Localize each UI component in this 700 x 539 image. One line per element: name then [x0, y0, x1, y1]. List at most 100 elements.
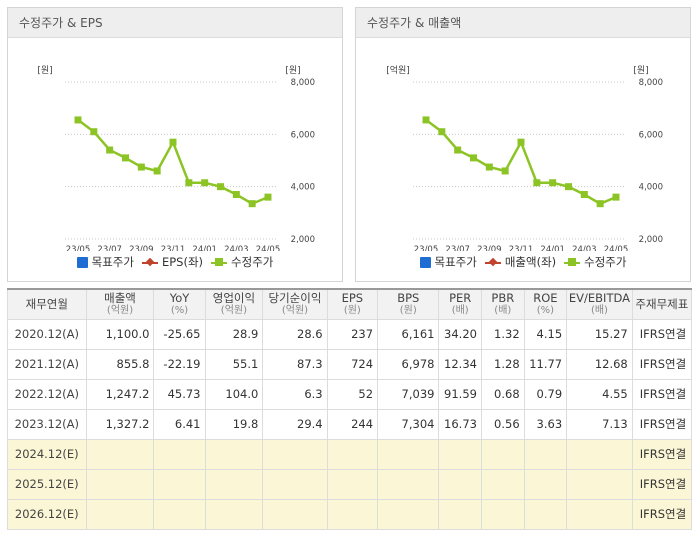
table-cell: 4.55 [566, 378, 633, 410]
adjusted-price-point [533, 179, 541, 187]
column-header-label: PBR [491, 290, 515, 305]
legend-adjusted-price-label: 수정주가 [584, 255, 627, 269]
eps-swatch [141, 257, 158, 268]
column-header-label: PER [449, 290, 472, 305]
table-cell [85, 468, 155, 500]
right-axis-tick-label: 8,000 [639, 78, 663, 88]
table-cell: 724 [326, 348, 379, 380]
x-axis-tick-label: 23/09 [477, 245, 502, 251]
table-cell: 34.20 [438, 318, 482, 350]
adjusted-price-point [248, 200, 256, 208]
adjusted-price-point [501, 167, 509, 175]
table-cell: 6,161 [377, 318, 440, 350]
column-header-label: BPS [397, 290, 420, 305]
table-cell [523, 468, 568, 500]
table-cell [85, 498, 155, 530]
table-cell [204, 498, 264, 530]
column-header: ROE (%) [523, 288, 568, 320]
x-axis-tick-label: 24/05 [604, 245, 629, 251]
left-axis-unit: [원] [37, 65, 52, 76]
column-header-unit: (배) [451, 304, 469, 316]
legend-eps-label: EPS(좌) [161, 255, 204, 269]
adjusted-price-point [264, 193, 272, 201]
legend-target-price[interactable]: 목표주가 [76, 254, 134, 270]
column-header-label: EV/EBITDA [568, 290, 630, 305]
table-cell [326, 498, 379, 530]
statement-type-cell: IFRS연결 [631, 408, 693, 440]
column-header: 주재무제표 [631, 288, 693, 320]
table-cell: 6,978 [377, 348, 440, 380]
column-header: 영업이익 (억원) [204, 288, 264, 320]
table-cell: 6.3 [262, 378, 328, 410]
table-cell: 1.32 [480, 318, 525, 350]
table-cell [566, 468, 633, 500]
adjusted-price-point [122, 154, 129, 162]
table-cell [438, 498, 482, 530]
column-header-label: 매출액 [104, 290, 136, 305]
legend-target-price-label: 목표주가 [91, 255, 134, 269]
column-header-label: 영업이익 [212, 290, 256, 305]
table-body: 2020.12(A) 1,100.0 -25.65 28.9 28.6 237 6,161 3… [7, 318, 693, 530]
column-header-unit: (억원) [281, 304, 309, 316]
table-cell [377, 468, 440, 500]
x-axis-tick-label: 23/05 [414, 245, 439, 251]
legend-adjusted-price-label: 수정주가 [231, 255, 274, 269]
adjusted-price-point [580, 191, 588, 199]
x-axis-tick-label: 24/03 [572, 245, 597, 251]
column-header-unit: (배) [590, 304, 608, 316]
sales-chart-title: 수정주가 & 매출액 [356, 8, 690, 38]
column-header-unit: (원) [399, 304, 417, 316]
legend-sales-label: 매출액(좌) [504, 255, 557, 269]
legend-target-price[interactable]: 목표주가 [419, 254, 477, 270]
x-axis-tick-label: 23/11 [161, 245, 186, 251]
table-cell [262, 468, 328, 500]
column-header-label: 주재무제표 [635, 297, 689, 312]
fiscal-period-cell: 2021.12(A) [7, 348, 87, 380]
adjusted-price-swatch [564, 257, 581, 268]
adjusted-price-point [232, 191, 240, 199]
column-header: 당기순이익 (억원) [262, 288, 328, 320]
table-cell: 6.41 [153, 408, 206, 440]
fiscal-period-cell: 2022.12(A) [7, 378, 87, 410]
table-cell: 1,247.2 [85, 378, 155, 410]
adjusted-price-point [106, 146, 114, 154]
column-header: PBR (배) [480, 288, 525, 320]
column-header-unit: (억원) [106, 304, 134, 316]
legend-adjusted-price[interactable]: 수정주가 [211, 254, 273, 270]
fiscal-period-cell: 2026.12(E) [7, 498, 87, 530]
table-cell: 0.56 [480, 408, 525, 440]
legend-sales[interactable]: 매출액(좌) [484, 254, 557, 270]
sales-swatch [484, 257, 501, 268]
table-cell: 237 [326, 318, 379, 350]
table-cell [262, 498, 328, 530]
column-header: 재무연월 [7, 288, 87, 320]
column-header-unit: (%) [170, 304, 189, 316]
table-cell: 28.9 [204, 318, 264, 350]
legend-target-price-label: 목표주가 [434, 255, 477, 269]
right-axis-tick-label: 4,000 [291, 183, 315, 193]
legend-eps[interactable]: EPS(좌) [141, 254, 204, 270]
table-cell: -25.65 [153, 318, 206, 350]
adjusted-price-point [90, 128, 98, 136]
adjusted-price-point [549, 179, 557, 187]
adjusted-price-point [137, 163, 145, 171]
table-cell: 19.8 [204, 408, 264, 440]
fiscal-period-cell: 2023.12(A) [7, 408, 87, 440]
table-cell: 244 [326, 408, 379, 440]
table-cell: 7.13 [566, 408, 633, 440]
left-axis-unit: [억원] [386, 64, 410, 76]
column-header: YoY (%) [153, 288, 206, 320]
adjusted-price-point [185, 179, 193, 187]
adjusted-price-point [454, 146, 462, 154]
x-axis-tick-label: 23/07 [445, 245, 470, 251]
column-header: 매출액 (억원) [85, 288, 155, 320]
table-cell: 52 [326, 378, 379, 410]
table-cell [480, 468, 525, 500]
right-axis-unit: [원] [633, 65, 648, 76]
column-header: BPS (원) [377, 288, 440, 320]
adjusted-price-point [153, 167, 161, 175]
table-cell: 7,039 [377, 378, 440, 410]
column-header-unit: (억원) [220, 304, 247, 316]
legend-adjusted-price[interactable]: 수정주가 [564, 254, 626, 270]
x-axis-tick-label: 23/11 [509, 245, 534, 251]
